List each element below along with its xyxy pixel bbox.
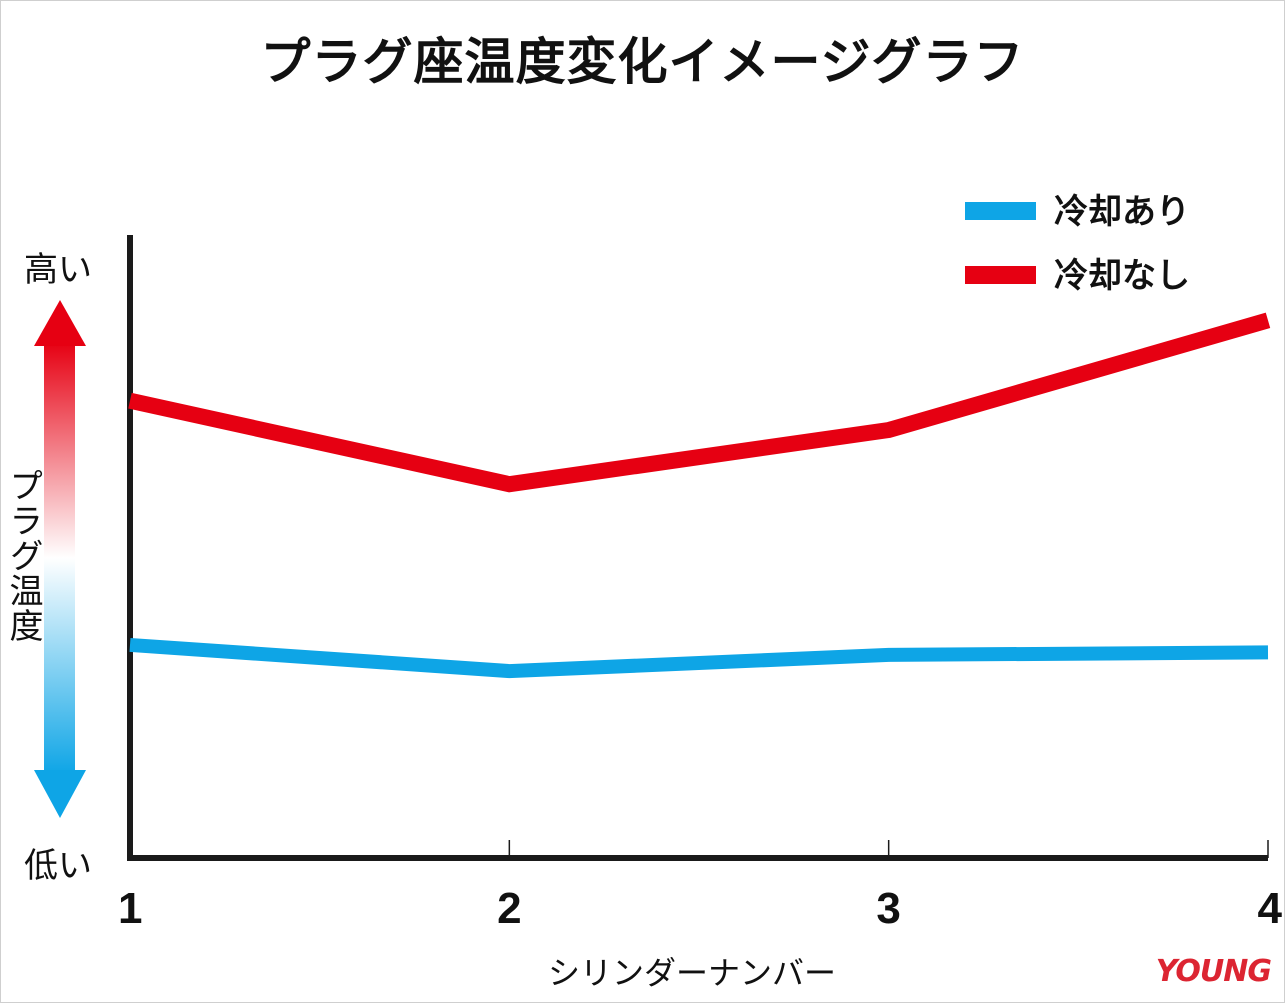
arrow-up-icon bbox=[34, 300, 86, 346]
arrow-down-icon bbox=[34, 770, 86, 818]
chart-title: プラグ座温度変化イメージグラフ bbox=[260, 33, 1025, 91]
x-tick-label: 2 bbox=[497, 884, 521, 933]
series-line bbox=[128, 312, 1271, 493]
y-low-label: 低い bbox=[24, 846, 92, 886]
series-line bbox=[129, 637, 1269, 679]
legend-label: 冷却なし bbox=[1054, 256, 1190, 296]
y-high-label: 高い bbox=[24, 250, 92, 290]
watermark-logo: YOUNG bbox=[1155, 954, 1272, 989]
x-tick-label: 4 bbox=[1258, 884, 1283, 933]
legend-label: 冷却あり bbox=[1054, 192, 1190, 232]
axes: 1 2 3 4 bbox=[118, 235, 1283, 933]
temperature-arrow bbox=[34, 300, 86, 818]
temperature-arrow-shaft bbox=[44, 342, 75, 774]
legend-swatch bbox=[965, 266, 1036, 284]
x-tick-label: 1 bbox=[118, 884, 142, 933]
legend-swatch bbox=[965, 202, 1036, 220]
x-axis-title: シリンダーナンバー bbox=[548, 954, 837, 992]
series-group bbox=[128, 312, 1271, 679]
y-axis-title: プラグ温度 bbox=[3, 468, 43, 643]
x-tick-label: 3 bbox=[876, 884, 900, 933]
